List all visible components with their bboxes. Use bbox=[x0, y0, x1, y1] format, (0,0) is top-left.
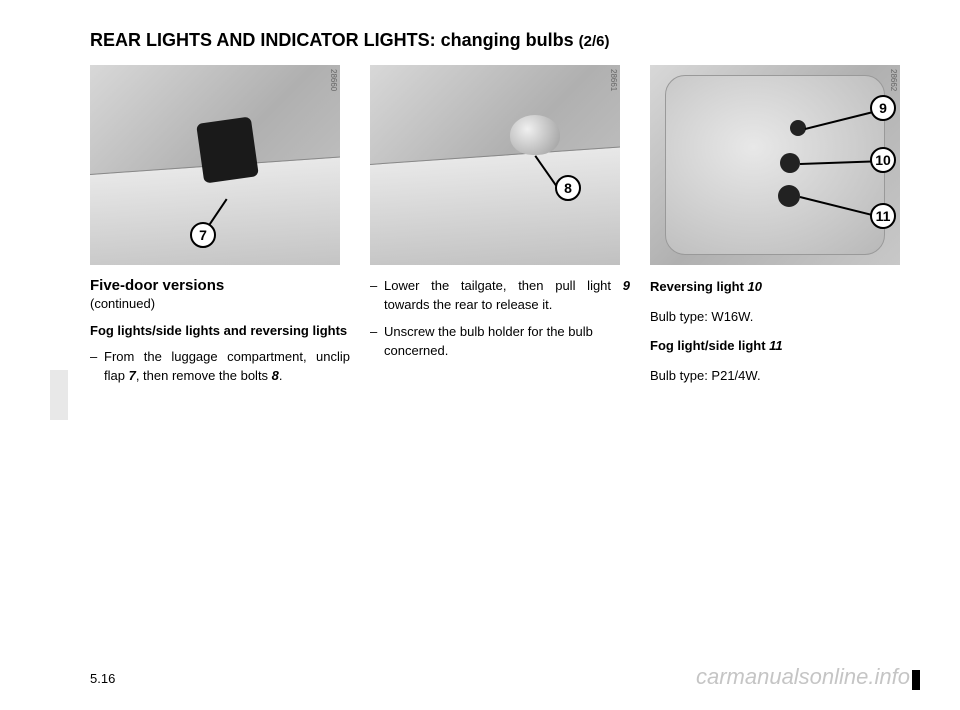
callout-11: 11 bbox=[870, 203, 896, 229]
socket-shape-3 bbox=[778, 185, 800, 207]
callout-10-label: 10 bbox=[875, 152, 891, 168]
page-number: 5.16 bbox=[90, 671, 115, 686]
column-3: 28662 9 10 11 Reversing light 10 Bulb ty… bbox=[650, 65, 910, 395]
bulb-housing-shape bbox=[510, 115, 560, 155]
col1-bullet-1: –From the luggage compartment, unclip fl… bbox=[90, 348, 350, 386]
callout-8-label: 8 bbox=[564, 180, 572, 196]
socket-shape-2 bbox=[780, 153, 800, 173]
flap-shape bbox=[196, 116, 259, 183]
title-main: REAR LIGHTS AND INDICATOR LIGHTS: changi… bbox=[90, 30, 579, 50]
col1-b1-ref1: 7 bbox=[129, 368, 136, 383]
col3-l1-ref: 10 bbox=[748, 279, 762, 294]
dash-icon: – bbox=[370, 323, 384, 342]
figure-2: 28661 8 bbox=[370, 65, 620, 265]
column-2: 28661 8 –Lower the tailgate, then pull l… bbox=[370, 65, 630, 395]
column-1: 28660 7 Five-door versions (continued) F… bbox=[90, 65, 350, 395]
callout-9: 9 bbox=[870, 95, 896, 121]
col3-l1-label: Reversing light bbox=[650, 279, 748, 294]
col2-b2: Unscrew the bulb holder for the bulb con… bbox=[384, 324, 593, 358]
panel-edge-shape-2 bbox=[370, 145, 620, 265]
col2-b1-post: towards the rear to release it. bbox=[384, 297, 552, 312]
socket-shape-1 bbox=[790, 120, 806, 136]
col1-b1-post: . bbox=[279, 368, 283, 383]
col1-subheading: Five-door versions bbox=[90, 277, 350, 294]
col3-l3-label: Fog light/side light bbox=[650, 338, 769, 353]
callout-10: 10 bbox=[870, 147, 896, 173]
content-columns: 28660 7 Five-door versions (continued) F… bbox=[90, 65, 910, 395]
callout-7-label: 7 bbox=[199, 227, 207, 243]
callout-11-label: 11 bbox=[876, 208, 891, 224]
sidebar-tab bbox=[50, 370, 68, 420]
light-assembly-shape bbox=[665, 75, 885, 255]
figure-1: 28660 7 bbox=[90, 65, 340, 265]
col3-line1: Reversing light 10 bbox=[650, 277, 910, 297]
col2-bullet-2: –Unscrew the bulb holder for the bulb co… bbox=[370, 323, 630, 361]
col1-b1-mid: , then remove the bolts bbox=[136, 368, 272, 383]
col3-line3: Fog light/side light 11 bbox=[650, 336, 910, 356]
watermark: carmanualsonline.info bbox=[696, 664, 910, 690]
callout-7: 7 bbox=[190, 222, 216, 248]
dash-icon: – bbox=[90, 348, 104, 367]
col3-line4: Bulb type: P21/4W. bbox=[650, 366, 910, 386]
col1-b1-ref2: 8 bbox=[272, 368, 279, 383]
figure-2-id: 28661 bbox=[609, 69, 618, 91]
col3-line2: Bulb type: W16W. bbox=[650, 307, 910, 327]
callout-9-label: 9 bbox=[879, 100, 887, 116]
col1-continued: (continued) bbox=[90, 296, 350, 311]
callout-8: 8 bbox=[555, 175, 581, 201]
col2-b1-ref: 9 bbox=[623, 278, 630, 293]
crop-marker bbox=[912, 670, 920, 690]
col3-l3-ref: 11 bbox=[769, 338, 783, 353]
page-title: REAR LIGHTS AND INDICATOR LIGHTS: changi… bbox=[90, 30, 910, 51]
figure-3: 28662 9 10 11 bbox=[650, 65, 900, 265]
dash-icon: – bbox=[370, 277, 384, 296]
figure-1-id: 28660 bbox=[329, 69, 338, 91]
figure-3-id: 28662 bbox=[889, 69, 898, 91]
col2-b1-pre: Lower the tailgate, then pull light bbox=[384, 278, 623, 293]
col1-section: Fog lights/side lights and reversing lig… bbox=[90, 323, 350, 338]
title-part: (2/6) bbox=[579, 33, 610, 50]
col2-bullet-1: –Lower the tailgate, then pull light 9 t… bbox=[370, 277, 630, 315]
